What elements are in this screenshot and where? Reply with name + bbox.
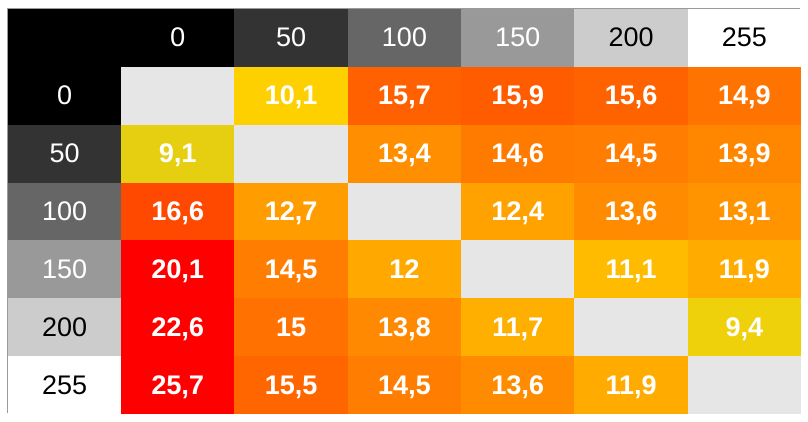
heatmap-cell: 11,7 [460, 298, 575, 357]
column-header-50: 50 [234, 9, 348, 67]
heatmap-cell: 14,5 [574, 124, 688, 183]
heatmap-cell: 14,5 [347, 356, 461, 415]
heatmap-cell: 22,6 [121, 298, 235, 357]
heatmap-cell: 25,7 [121, 356, 235, 415]
heatmap-cell: 14,5 [234, 240, 348, 299]
empty-cell [574, 298, 688, 357]
heatmap-cell: 12,7 [234, 182, 348, 241]
column-header-200: 200 [574, 9, 688, 67]
row-header-255: 255 [8, 356, 121, 415]
heatmap-cell: 13,6 [574, 182, 688, 241]
heatmap-cell: 9,4 [687, 298, 801, 357]
empty-cell [687, 356, 801, 415]
corner-cell [8, 9, 121, 67]
empty-cell [121, 66, 235, 125]
heatmap-cell: 10,1 [234, 66, 348, 125]
heatmap-cell: 15,6 [574, 66, 688, 125]
heatmap-cell: 16,6 [121, 182, 235, 241]
heatmap-cell: 14,9 [687, 66, 801, 125]
empty-cell [347, 182, 461, 241]
row-header-100: 100 [8, 182, 121, 241]
row-header-50: 50 [8, 124, 121, 183]
heatmap-cell: 15,9 [460, 66, 575, 125]
heatmap-cell: 13,1 [687, 182, 801, 241]
column-header-255: 255 [687, 9, 801, 67]
heatmap-cell: 12 [347, 240, 461, 299]
heatmap-cell: 13,8 [347, 298, 461, 357]
heatmap-cell: 15,7 [347, 66, 461, 125]
heatmap-cell: 11,9 [574, 356, 688, 415]
heatmap-cell: 11,1 [574, 240, 688, 299]
empty-cell [234, 124, 348, 183]
column-header-0: 0 [121, 9, 235, 67]
heatmap-cell: 13,9 [687, 124, 801, 183]
heatmap-cell: 14,6 [460, 124, 575, 183]
row-header-200: 200 [8, 298, 121, 357]
heatmap-chart: 0 50 100 150 200 255 0 10,1 15,7 15,9 15,6 14,9 50 9,… [7, 8, 801, 415]
column-header-100: 100 [347, 9, 461, 67]
heatmap-cell: 11,9 [687, 240, 801, 299]
heatmap-cell: 13,6 [460, 356, 575, 415]
heatmap-cell: 9,1 [121, 124, 235, 183]
heatmap-cell: 12,4 [460, 182, 575, 241]
column-header-150: 150 [460, 9, 575, 67]
heatmap-cell: 15 [234, 298, 348, 357]
row-header-0: 0 [8, 66, 121, 125]
heatmap-cell: 15,5 [234, 356, 348, 415]
empty-cell [460, 240, 575, 299]
heatmap-cell: 20,1 [121, 240, 235, 299]
heatmap-cell: 13,4 [347, 124, 461, 183]
row-header-150: 150 [8, 240, 121, 299]
